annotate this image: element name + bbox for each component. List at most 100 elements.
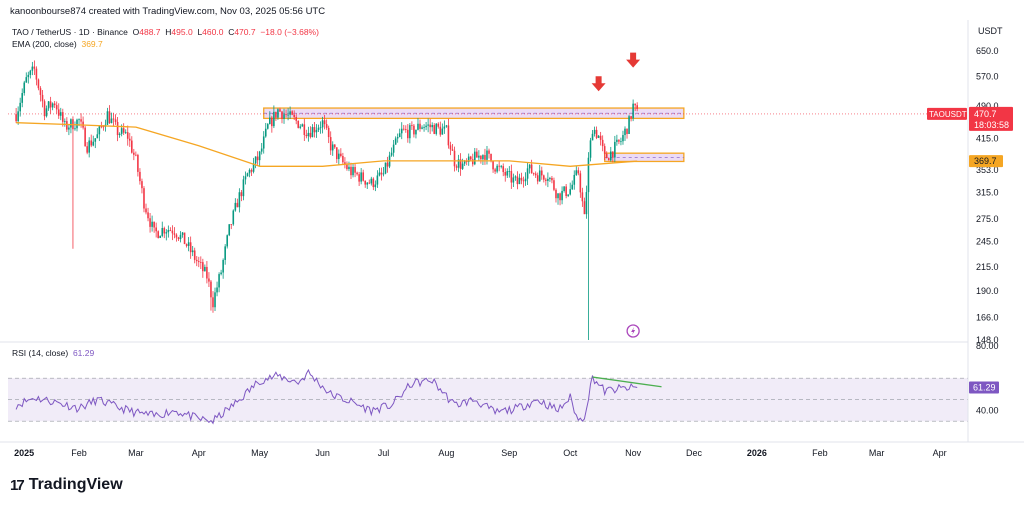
candle xyxy=(496,164,498,174)
candle-body xyxy=(137,154,139,172)
candle-body xyxy=(214,292,216,308)
candle-body xyxy=(342,155,344,163)
candle-body xyxy=(453,150,456,167)
low-label: L xyxy=(197,27,203,37)
candle-body xyxy=(585,192,588,215)
symbol-name[interactable]: TAO / TetherUS · 1D · Binance xyxy=(12,27,128,37)
rsi-label: RSI (14, close) xyxy=(12,348,69,358)
candle-body xyxy=(567,194,569,197)
candle xyxy=(476,148,478,158)
candle xyxy=(256,151,259,165)
candle xyxy=(628,114,630,135)
candle-body xyxy=(549,177,551,179)
candle xyxy=(47,100,50,111)
candle-body xyxy=(626,128,628,134)
candle-body xyxy=(630,116,632,119)
candle-body xyxy=(102,126,105,128)
candle-body xyxy=(299,126,302,128)
candle xyxy=(53,101,56,108)
candle-body xyxy=(216,287,218,293)
candle-body xyxy=(457,159,460,168)
tradingview-brand[interactable]: 17 TradingView xyxy=(10,476,123,494)
candle xyxy=(145,203,147,215)
candle xyxy=(181,232,184,238)
candle xyxy=(443,120,446,134)
candle-body xyxy=(496,165,498,172)
candle xyxy=(512,173,515,188)
candle-body xyxy=(628,116,630,134)
candle-body xyxy=(396,137,399,139)
candle xyxy=(313,121,316,138)
candle-body xyxy=(614,141,616,158)
candle xyxy=(603,143,606,161)
price-tick-label: 490.0 xyxy=(976,101,999,111)
candle xyxy=(185,243,188,248)
candle-body xyxy=(191,250,194,253)
candle xyxy=(84,125,86,147)
candle-body xyxy=(449,145,452,150)
candle xyxy=(378,167,381,177)
candle-body xyxy=(459,159,462,169)
candle xyxy=(407,123,409,143)
candle xyxy=(305,129,308,139)
candle xyxy=(335,147,338,164)
candle-body xyxy=(346,164,348,170)
candle-body xyxy=(29,70,32,75)
candle-body xyxy=(547,178,549,181)
candle-body xyxy=(624,128,626,136)
symbol-badge-text: TAOUSDT xyxy=(929,110,967,119)
candle xyxy=(441,123,444,135)
candle xyxy=(528,164,531,174)
candle-body xyxy=(372,178,375,188)
low-value: 460.0 xyxy=(202,27,224,37)
candle xyxy=(382,167,385,177)
candle xyxy=(327,125,330,144)
candle xyxy=(419,119,421,132)
candle xyxy=(299,124,302,130)
candle xyxy=(260,142,263,155)
candle xyxy=(246,172,249,177)
candle-body xyxy=(305,134,308,137)
candle xyxy=(295,114,298,125)
candle xyxy=(210,279,212,311)
candle-body xyxy=(593,129,596,134)
candle xyxy=(585,185,588,219)
price-axis-currency: USDT xyxy=(978,26,1003,36)
candle-body xyxy=(17,111,19,122)
candle xyxy=(126,125,129,146)
candle xyxy=(352,163,354,178)
candle xyxy=(175,233,178,242)
candle-body xyxy=(543,175,545,180)
candle xyxy=(187,237,190,252)
candle xyxy=(147,207,149,222)
candle-body xyxy=(303,124,306,135)
candle xyxy=(23,80,26,96)
candle-body xyxy=(392,144,395,153)
candle xyxy=(465,158,468,166)
candle xyxy=(540,166,543,180)
candle-body xyxy=(106,111,109,125)
candle xyxy=(453,146,456,172)
candle xyxy=(236,198,239,208)
candle xyxy=(206,260,208,284)
candle-body xyxy=(23,82,26,94)
ema-legend[interactable]: EMA (200, close) 369.7 xyxy=(12,39,103,49)
candle-body xyxy=(271,117,273,127)
candle xyxy=(323,114,326,130)
candle-body xyxy=(559,193,561,201)
candle-body xyxy=(307,132,310,137)
candle xyxy=(31,61,34,76)
candle xyxy=(457,154,460,173)
candle-body xyxy=(435,123,438,134)
candle xyxy=(459,153,462,176)
candle xyxy=(222,258,224,279)
candle xyxy=(70,118,72,134)
candle xyxy=(431,122,433,132)
candle xyxy=(315,124,318,138)
rsi-legend[interactable]: RSI (14, close) 61.29 xyxy=(12,348,94,358)
candle-body xyxy=(441,128,444,135)
candle xyxy=(415,129,417,139)
candle xyxy=(165,229,168,241)
candle-body xyxy=(37,79,40,89)
